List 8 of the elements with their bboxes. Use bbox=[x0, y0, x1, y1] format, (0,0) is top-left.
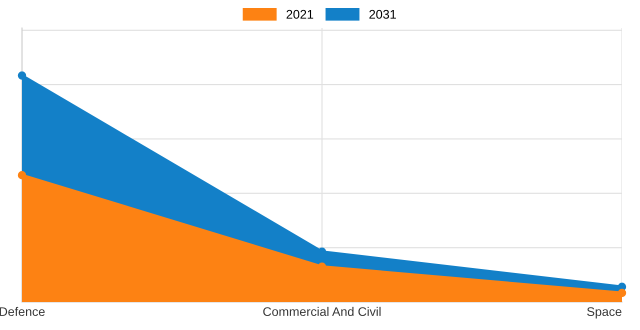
x-tick-label: Space bbox=[587, 307, 622, 319]
x-tick-label: Defence bbox=[0, 306, 45, 316]
legend-label: 2031 bbox=[369, 10, 396, 19]
point bbox=[18, 71, 26, 80]
x-tick-label: Commercial And Civil bbox=[263, 306, 381, 316]
legend-label: 2021 bbox=[286, 10, 314, 19]
point bbox=[18, 171, 26, 180]
point bbox=[618, 288, 626, 298]
